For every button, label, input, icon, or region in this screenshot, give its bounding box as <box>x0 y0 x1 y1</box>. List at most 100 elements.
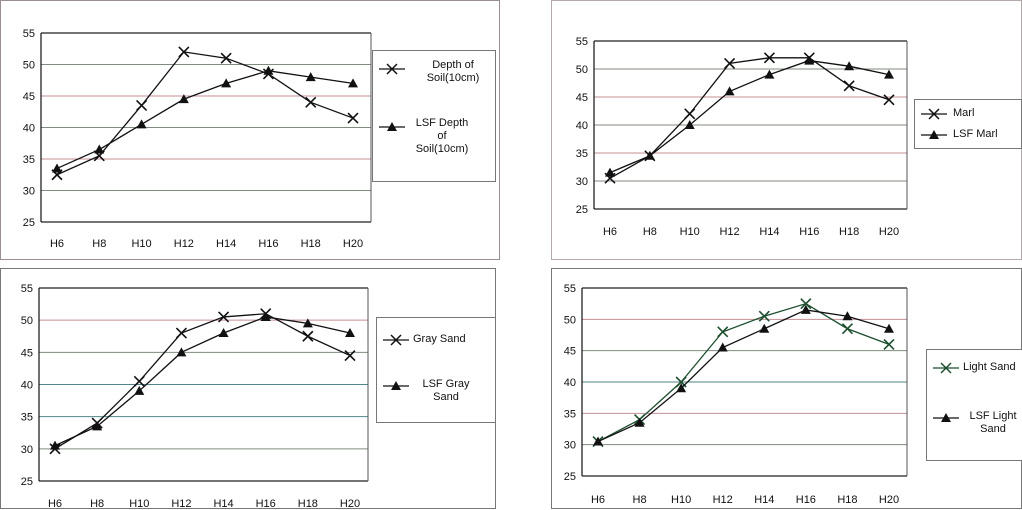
x-tick-label: H18 <box>298 498 318 510</box>
x-tick-label: H12 <box>719 226 739 238</box>
x-tick-label: H14 <box>216 238 236 250</box>
series-line-depth-of-soil <box>56 51 354 176</box>
y-tick-label: 50 <box>23 60 35 72</box>
triangle-marker-icon <box>383 381 409 390</box>
x-tick-label: H18 <box>837 494 857 506</box>
data-point-triangle-marker <box>50 440 60 450</box>
legend-item-depth-of-soil: Depth of Soil(10cm) <box>373 59 495 89</box>
data-point-triangle-marker <box>263 65 274 75</box>
y-tick-label: 50 <box>21 315 33 327</box>
y-tick-label: 55 <box>576 36 588 48</box>
x-tick-label: H20 <box>879 226 899 238</box>
data-point-triangle-marker <box>800 304 811 314</box>
data-point-x-marker <box>344 349 356 362</box>
chart-panel-marl: 25 30 35 40 45 50 55 H6 H8 H10 H12 H14 H16 H18 H20 Mar… <box>551 0 1022 260</box>
x-tick-label: H16 <box>258 238 278 250</box>
data-point-triangle-marker <box>724 86 735 96</box>
data-point-triangle-marker <box>94 144 105 154</box>
legend-label-lsf-marl: LSF Marl <box>953 128 998 140</box>
series-line-light-sand <box>597 302 890 443</box>
x-tick-label: H20 <box>343 238 363 250</box>
x-tick-label: H6 <box>48 498 62 510</box>
series-line-gray-sand <box>54 313 351 450</box>
x-tick-label: H16 <box>256 498 276 510</box>
x-tick-label: H16 <box>799 226 819 238</box>
series-line-lsf-marl <box>609 59 890 174</box>
y-tick-label: 40 <box>576 120 588 132</box>
legend-item-lsf-marl: LSF Marl <box>915 127 1021 143</box>
y-tick-label: 25 <box>564 471 576 483</box>
x-tick-label: H6 <box>603 226 617 238</box>
data-point-triangle-marker <box>218 328 229 338</box>
data-point-triangle-marker <box>605 167 615 177</box>
legend-label-lsf-gray-sand: LSF Gray Sand <box>422 378 470 403</box>
chart-light-sand: 25 30 35 40 45 50 55 H6 H8 H10 H12 H14 H16 H18 H20 <box>564 283 908 506</box>
x-tick-label: H18 <box>839 226 859 238</box>
data-point-x-marker <box>133 375 145 387</box>
legend-marl: Marl LSF Marl <box>914 99 1022 149</box>
x-marker-icon <box>379 63 405 75</box>
data-point-triangle-marker <box>884 69 894 79</box>
data-point-triangle-marker <box>178 94 189 104</box>
series-line-marl <box>609 57 890 179</box>
x-tick-label: H20 <box>879 494 899 506</box>
data-point-triangle-marker <box>593 436 603 446</box>
y-tick-label: 55 <box>23 28 35 40</box>
data-point-x-marker <box>178 46 190 58</box>
triangle-marker-icon <box>921 130 947 139</box>
chart-depth-of-soil: 25 30 35 40 45 50 55 H6 H8 H10 H12 H14 H16 H18 H20 <box>23 28 372 250</box>
data-point-triangle-marker <box>884 323 894 333</box>
x-marker-icon <box>933 362 959 374</box>
legend-item-lsf-light-sand: LSF Light Sand <box>927 408 1022 440</box>
series-line-lsf-gray-sand <box>54 316 351 447</box>
y-tick-label: 55 <box>21 283 33 295</box>
data-point-x-marker <box>883 338 895 350</box>
legend-label-gray-sand: Gray Sand <box>413 333 466 345</box>
data-point-triangle-marker <box>676 383 687 393</box>
data-point-triangle-marker <box>804 55 815 65</box>
y-tick-label: 40 <box>564 377 576 389</box>
y-tick-label: 50 <box>576 64 588 76</box>
legend-item-light-sand: Light Sand <box>927 360 1022 376</box>
y-tick-label: 55 <box>564 283 576 295</box>
legend-label-light-sand: Light Sand <box>963 361 1016 373</box>
x-tick-label: H12 <box>171 498 191 510</box>
x-marker-icon <box>921 108 947 120</box>
legend-light-sand: Light Sand LSF Light Sand <box>926 349 1022 461</box>
data-point-x-marker <box>883 94 895 106</box>
data-point-triangle-marker <box>134 385 145 395</box>
x-tick-label: H14 <box>213 498 233 510</box>
data-point-x-marker <box>136 99 148 112</box>
y-tick-label: 45 <box>576 92 588 104</box>
legend-label-depth-of-soil: Depth of Soil(10cm) <box>426 59 480 84</box>
data-point-triangle-marker <box>759 323 770 333</box>
data-point-x-marker <box>763 52 775 64</box>
series-line-lsf-depth-of-soil <box>56 70 354 170</box>
data-point-x-marker <box>841 323 853 335</box>
data-point-x-marker <box>218 311 230 323</box>
chart-panel-light-sand: 25 30 35 40 45 50 55 H6 H8 H10 H12 H14 H16 H18 H20 Lig… <box>551 268 1022 509</box>
x-tick-label: H20 <box>340 498 360 510</box>
x-tick-label: H10 <box>131 238 151 250</box>
data-point-x-marker <box>347 112 359 124</box>
x-tick-label: H12 <box>713 494 733 506</box>
data-point-triangle-marker <box>305 72 316 82</box>
data-point-triangle-marker <box>302 318 313 328</box>
chart-panel-gray-sand: 25 30 35 40 45 50 55 H6 H8 H10 H12 H14 H16 H18 H20 Gra… <box>0 268 496 510</box>
data-point-x-marker <box>305 96 317 108</box>
y-tick-label: 45 <box>21 347 33 359</box>
data-point-x-marker <box>800 298 812 310</box>
y-tick-label: 40 <box>23 123 35 135</box>
x-tick-label: H6 <box>591 494 605 506</box>
x-tick-label: H6 <box>50 238 64 250</box>
y-tick-label: 35 <box>23 154 35 166</box>
legend-depth-of-soil: Depth of Soil(10cm) LSF Depth of Soil(10… <box>372 50 496 182</box>
y-tick-label: 25 <box>23 217 35 229</box>
chart-panel-depth-of-soil: 25 30 35 40 45 50 55 H6 H8 H10 H12 H14 H16 H18 H20 Dep… <box>0 0 500 260</box>
data-point-triangle-marker <box>634 417 645 427</box>
x-tick-label: H8 <box>633 494 647 506</box>
chart-gray-sand: 25 30 35 40 45 50 55 H6 H8 H10 H12 H14 H16 H18 H20 <box>21 283 369 510</box>
data-point-triangle-marker <box>644 150 655 160</box>
data-point-x-marker <box>684 108 696 120</box>
x-tick-label: H8 <box>92 238 106 250</box>
